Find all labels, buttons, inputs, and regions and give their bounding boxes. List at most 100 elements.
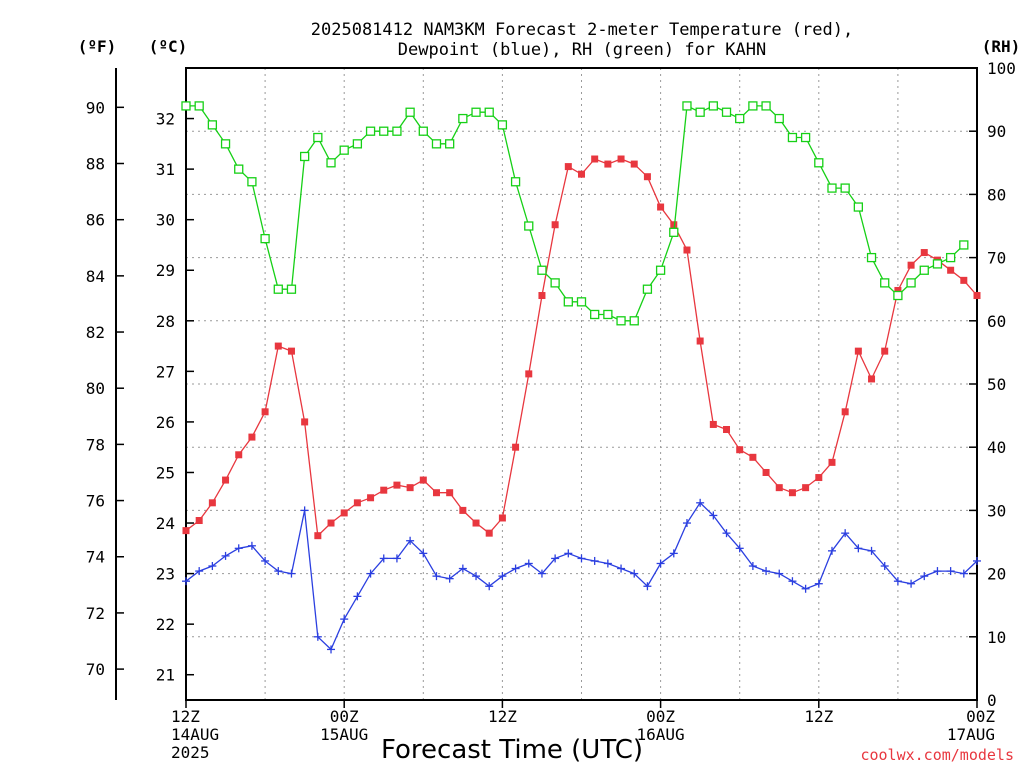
temperature-point xyxy=(960,276,968,284)
rh-point xyxy=(471,107,481,117)
dewpoint-point xyxy=(419,549,428,558)
dewpoint-point xyxy=(709,511,718,520)
dewpoint-point xyxy=(788,577,797,586)
x-axis-label: Forecast Time (UTC) xyxy=(381,735,643,765)
dewpoint-point xyxy=(498,572,507,581)
dewpoint-point xyxy=(880,562,889,571)
fahrenheit-tick-label: 82 xyxy=(86,323,105,342)
temperature-line xyxy=(185,158,978,538)
rh-point xyxy=(945,252,956,263)
dewpoint-point xyxy=(274,567,283,576)
rh-tick-label: 60 xyxy=(987,312,1006,331)
rh-point xyxy=(273,284,283,294)
rh-point xyxy=(655,265,666,275)
series-layer xyxy=(181,101,981,654)
rh-point xyxy=(365,126,376,136)
temperature-point xyxy=(868,375,876,383)
temperature-point xyxy=(208,499,216,507)
dewpoint-point xyxy=(735,544,744,553)
rh-tick-label: 100 xyxy=(987,59,1016,78)
temperature-point xyxy=(841,408,849,416)
temperature-point xyxy=(195,517,203,525)
rh-point xyxy=(932,259,943,269)
rh-point xyxy=(800,132,811,143)
dewpoint-point xyxy=(551,554,560,563)
temperature-point xyxy=(802,484,810,492)
temperature-point xyxy=(947,266,955,274)
rh-point xyxy=(893,290,903,301)
temperature-point xyxy=(498,514,506,522)
fahrenheit-tick-label: 88 xyxy=(86,155,105,174)
rh-point xyxy=(418,126,428,136)
dewpoint-point xyxy=(537,569,546,578)
dewpoint-point xyxy=(313,632,322,641)
time-tick-label: 15AUG xyxy=(320,725,368,744)
time-tick-label: 17AUG xyxy=(947,725,995,744)
axes-layer: 70 72 74 76 78 80 82 84 86 88 90 21 22 23 24 25 26 27 28 29… xyxy=(86,59,1016,762)
rh-tick-label: 0 xyxy=(987,691,997,710)
fahrenheit-unit-label: (ºF) xyxy=(78,37,117,56)
temperature-point xyxy=(630,160,638,168)
rh-tick-label: 80 xyxy=(987,185,1006,204)
fahrenheit-tick-label: 80 xyxy=(86,379,105,398)
temperature-point xyxy=(815,474,823,482)
chart-title-line1: 2025081412 NAM3KM Forecast 2-meter Tempe… xyxy=(311,20,853,40)
celsius-tick-label: 26 xyxy=(156,413,175,432)
temperature-point xyxy=(696,337,704,345)
rh-point xyxy=(524,221,534,231)
time-tick-label: 12Z xyxy=(804,707,833,726)
dewpoint-point xyxy=(907,579,916,588)
rh-point xyxy=(352,139,363,149)
time-tick-label: 12Z xyxy=(171,707,200,726)
temperature-point xyxy=(551,221,559,229)
rh-point xyxy=(339,145,349,155)
dewpoint-point xyxy=(432,572,441,581)
rh-point xyxy=(761,101,771,111)
rh-tick-label: 70 xyxy=(987,249,1006,268)
series-dewpoint xyxy=(182,498,981,654)
dewpoint-point xyxy=(564,549,573,558)
time-tick-label: 14AUG xyxy=(171,725,219,744)
rh-point xyxy=(326,158,336,168)
rh-point xyxy=(748,101,758,111)
temperature-point xyxy=(907,261,915,269)
rh-point xyxy=(840,183,850,193)
dewpoint-point xyxy=(854,544,863,553)
time-tick-label: 00Z xyxy=(646,707,675,726)
rh-point xyxy=(286,284,297,294)
temperature-point xyxy=(261,408,269,416)
rh-point xyxy=(695,107,705,117)
temperature-point xyxy=(604,160,612,168)
dewpoint-point xyxy=(603,559,612,568)
rh-point xyxy=(220,139,231,149)
temperature-point xyxy=(749,453,757,461)
rh-point xyxy=(313,132,323,143)
fahrenheit-tick-label: 74 xyxy=(86,548,105,567)
dewpoint-point xyxy=(247,541,256,550)
rh-tick-label: 30 xyxy=(987,501,1006,520)
dewpoint-point xyxy=(630,569,639,578)
dewpoint-point xyxy=(946,567,955,576)
temperature-point xyxy=(287,347,295,355)
fahrenheit-tick-label: 90 xyxy=(86,98,105,117)
temperature-point xyxy=(353,499,361,507)
time-tick-label: 16AUG xyxy=(637,725,685,744)
temperature-point xyxy=(657,203,665,211)
temperature-point xyxy=(406,484,414,492)
rh-point xyxy=(563,297,573,307)
dewpoint-point xyxy=(801,584,810,593)
temperature-point xyxy=(182,527,190,535)
temperature-point xyxy=(723,426,731,434)
rh-point xyxy=(721,107,732,117)
celsius-tick-label: 30 xyxy=(156,211,175,230)
dewpoint-point xyxy=(841,529,850,538)
dewpoint-point xyxy=(762,567,771,576)
time-tick-label: 00Z xyxy=(966,707,995,726)
rh-point xyxy=(299,151,310,162)
rh-point xyxy=(247,177,257,187)
dewpoint-point xyxy=(234,544,243,553)
dewpoint-point xyxy=(814,579,823,588)
rh-point xyxy=(194,101,204,111)
temperature-point xyxy=(380,486,388,494)
dewpoint-point xyxy=(511,564,520,573)
